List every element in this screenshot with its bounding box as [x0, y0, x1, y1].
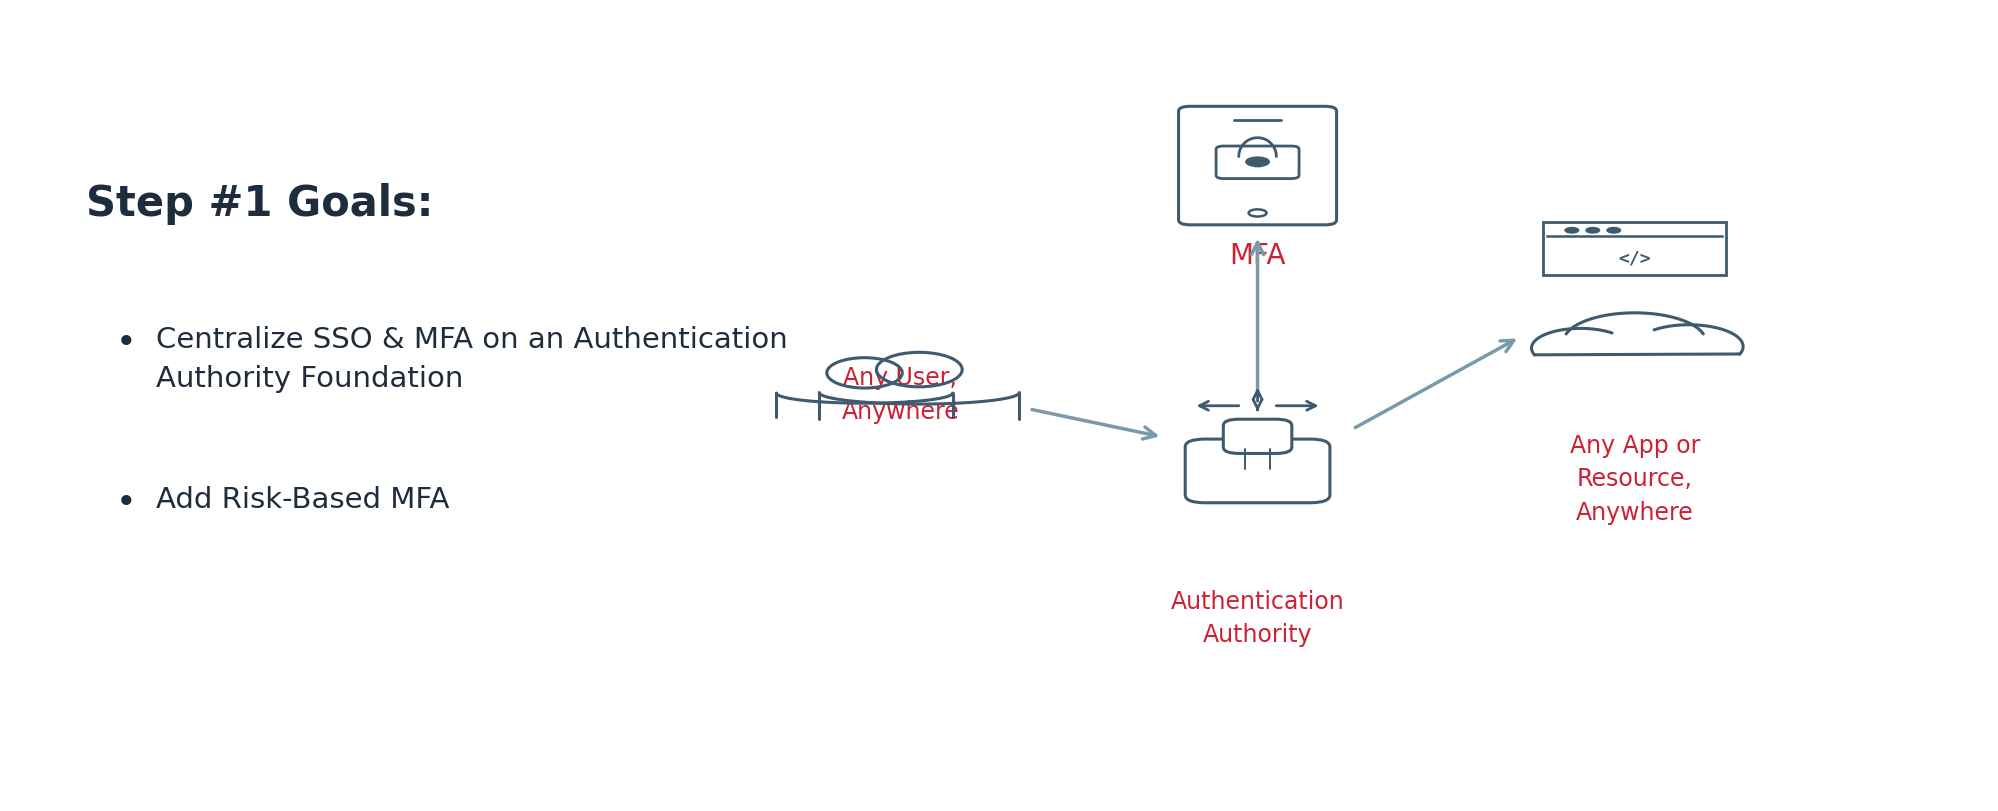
FancyBboxPatch shape — [1542, 223, 1724, 276]
Circle shape — [1606, 228, 1620, 234]
Bar — [1554, 338, 1714, 364]
FancyBboxPatch shape — [1223, 419, 1291, 454]
FancyBboxPatch shape — [1185, 440, 1329, 503]
FancyBboxPatch shape — [1179, 107, 1337, 225]
Circle shape — [1634, 325, 1742, 369]
Text: Any User,
Anywhere: Any User, Anywhere — [841, 366, 959, 423]
Text: Centralize SSO & MFA on an Authentication
Authority Foundation: Centralize SSO & MFA on an Authenticatio… — [156, 326, 787, 393]
Circle shape — [1530, 329, 1628, 368]
Circle shape — [1562, 313, 1704, 371]
FancyBboxPatch shape — [1215, 147, 1299, 179]
Circle shape — [1564, 228, 1578, 234]
Text: </>: </> — [1618, 249, 1650, 267]
Text: Any App or
Resource,
Anywhere: Any App or Resource, Anywhere — [1568, 433, 1698, 524]
Circle shape — [1584, 228, 1598, 234]
Text: Step #1 Goals:: Step #1 Goals: — [86, 182, 434, 225]
Polygon shape — [1253, 164, 1261, 167]
Circle shape — [1245, 158, 1269, 167]
Text: •: • — [116, 326, 136, 360]
Text: Add Risk-Based MFA: Add Risk-Based MFA — [156, 485, 450, 513]
Text: MFA: MFA — [1229, 242, 1285, 270]
Text: Authentication
Authority: Authentication Authority — [1171, 589, 1345, 646]
Text: •: • — [116, 485, 136, 519]
